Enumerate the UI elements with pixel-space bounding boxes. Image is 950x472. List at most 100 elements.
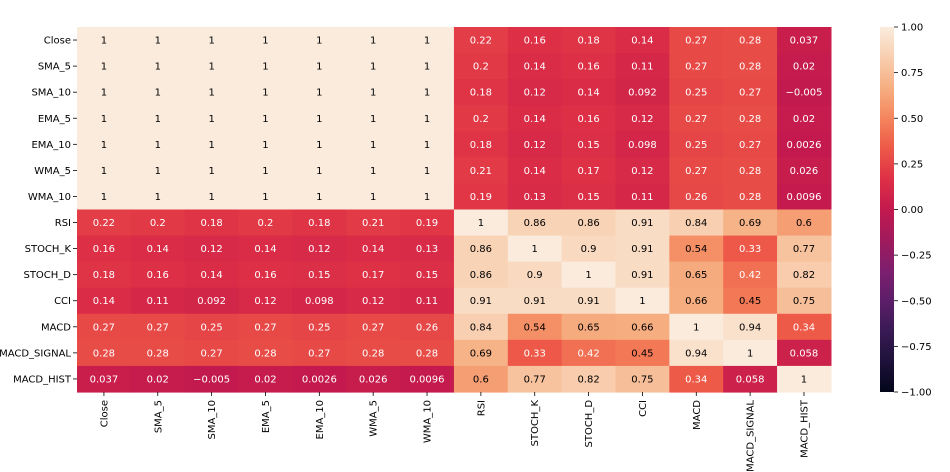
- heatmap-cell: [669, 339, 724, 367]
- cell-value-label: 0.28: [362, 348, 384, 359]
- heatmap-cell: [77, 183, 132, 211]
- cell-value-label: 1: [208, 62, 214, 73]
- row-label: MACD_HIST: [13, 374, 72, 385]
- cell-value-label: 0.91: [631, 270, 653, 281]
- heatmap-cell: [346, 313, 401, 341]
- heatmap-cell: [723, 27, 778, 54]
- cell-value-label: 1: [155, 36, 161, 47]
- cell-value-label: 0.91: [524, 296, 546, 307]
- heatmap-cell: [292, 157, 347, 185]
- heatmap-cell: [238, 53, 293, 80]
- heatmap-cell: [561, 183, 617, 211]
- heatmap-cell: [292, 261, 347, 289]
- heatmap-cell: [669, 27, 724, 54]
- cell-value-label: 1: [101, 114, 107, 125]
- heatmap-cell: [777, 209, 832, 237]
- heatmap-cell: [292, 209, 347, 237]
- column-label: RSI: [476, 400, 487, 416]
- heatmap-cell: [507, 235, 563, 263]
- cell-value-label: 0.13: [416, 244, 438, 255]
- cell-value-label: 0.058: [790, 348, 819, 359]
- heatmap-cell: [453, 261, 509, 289]
- heatmap-cell: [346, 287, 401, 315]
- cell-value-label: 0.22: [93, 218, 115, 229]
- column-label: Close: [99, 400, 110, 427]
- cell-value-label: 0.45: [739, 296, 761, 307]
- heatmap-cell: [400, 157, 455, 185]
- cell-value-label: 0.84: [685, 218, 707, 229]
- cell-value-label: 0.27: [362, 322, 384, 333]
- heatmap-cell: [130, 157, 186, 185]
- heatmap-cell: [184, 79, 240, 106]
- heatmap-cell: [561, 209, 617, 237]
- cell-value-label: 0.037: [90, 374, 119, 385]
- cell-value-label: 0.69: [470, 348, 492, 359]
- cell-value-label: 1: [585, 270, 591, 281]
- cell-value-label: 0.91: [631, 218, 653, 229]
- cell-value-label: 0.6: [796, 218, 812, 229]
- heatmap-cell: [292, 313, 347, 341]
- heatmap-cell: [453, 27, 509, 54]
- heatmap-cell: [669, 131, 724, 158]
- heatmap-cell: [346, 235, 401, 263]
- cell-value-label: 0.84: [470, 322, 492, 333]
- cell-value-label: 0.13: [524, 192, 546, 203]
- row-label: MACD: [41, 322, 71, 333]
- cell-value-label: 0.34: [793, 322, 815, 333]
- cell-value-label: 1: [208, 192, 214, 203]
- cell-value-label: 0.12: [308, 244, 330, 255]
- row-label: SMA_5: [38, 62, 71, 73]
- heatmap-cell: [130, 27, 186, 54]
- heatmap-cell: [238, 365, 293, 393]
- cell-value-label: 0.86: [470, 270, 492, 281]
- heatmap-cell: [346, 365, 401, 393]
- cell-value-label: 0.65: [685, 270, 707, 281]
- cell-value-label: 0.092: [628, 88, 657, 99]
- heatmap-cell: [669, 235, 724, 263]
- cell-value-label: 0.026: [790, 166, 819, 177]
- cell-value-label: 0.12: [200, 244, 222, 255]
- cell-value-label: 0.16: [147, 270, 169, 281]
- heatmap-cell: [615, 79, 670, 106]
- heatmap-cell: [400, 365, 455, 393]
- colorbar-tick-label: 0.00: [901, 205, 923, 216]
- heatmap-cell: [77, 287, 132, 315]
- cell-value-label: 0.28: [147, 348, 169, 359]
- cell-value-label: 0.27: [685, 36, 707, 47]
- cell-value-label: 0.69: [739, 218, 761, 229]
- heatmap-cell: [561, 339, 617, 367]
- cell-value-label: 0.18: [577, 36, 599, 47]
- cell-value-label: 0.16: [577, 114, 599, 125]
- heatmap-cell: [400, 339, 455, 367]
- heatmap-cell: [292, 131, 347, 158]
- cell-value-label: 0.28: [739, 166, 761, 177]
- cell-value-label: 1: [316, 62, 322, 73]
- heatmap-cell: [507, 209, 563, 237]
- cell-value-label: 1: [101, 62, 107, 73]
- cell-value-label: 0.94: [739, 322, 761, 333]
- cell-value-label: 0.14: [200, 270, 222, 281]
- heatmap-cell: [615, 209, 670, 237]
- heatmap-cell: [130, 131, 186, 158]
- cell-value-label: −0.005: [785, 88, 822, 99]
- cell-value-label: 0.18: [470, 88, 492, 99]
- cell-value-label: 1: [370, 114, 376, 125]
- cell-value-label: 0.6: [473, 374, 489, 385]
- heatmap-cell: [292, 365, 347, 393]
- column-label: STOCH_K: [530, 400, 541, 447]
- cell-value-label: 1: [316, 36, 322, 47]
- row-label: CCI: [54, 296, 71, 307]
- heatmap-cell: [77, 235, 132, 263]
- heatmap-cell: [507, 157, 563, 185]
- heatmap-cell: [346, 183, 401, 211]
- heatmap-cell: [615, 27, 670, 54]
- cell-value-label: 0.11: [631, 62, 653, 73]
- column-label: WMA_5: [369, 400, 380, 437]
- heatmap-cell: [184, 235, 240, 263]
- heatmap-cell: [238, 105, 293, 132]
- cell-value-label: 0.27: [200, 348, 222, 359]
- heatmap-cell: [669, 157, 724, 185]
- cell-value-label: 0.54: [524, 322, 546, 333]
- cell-value-label: 0.65: [577, 322, 599, 333]
- heatmap-cell: [453, 287, 509, 315]
